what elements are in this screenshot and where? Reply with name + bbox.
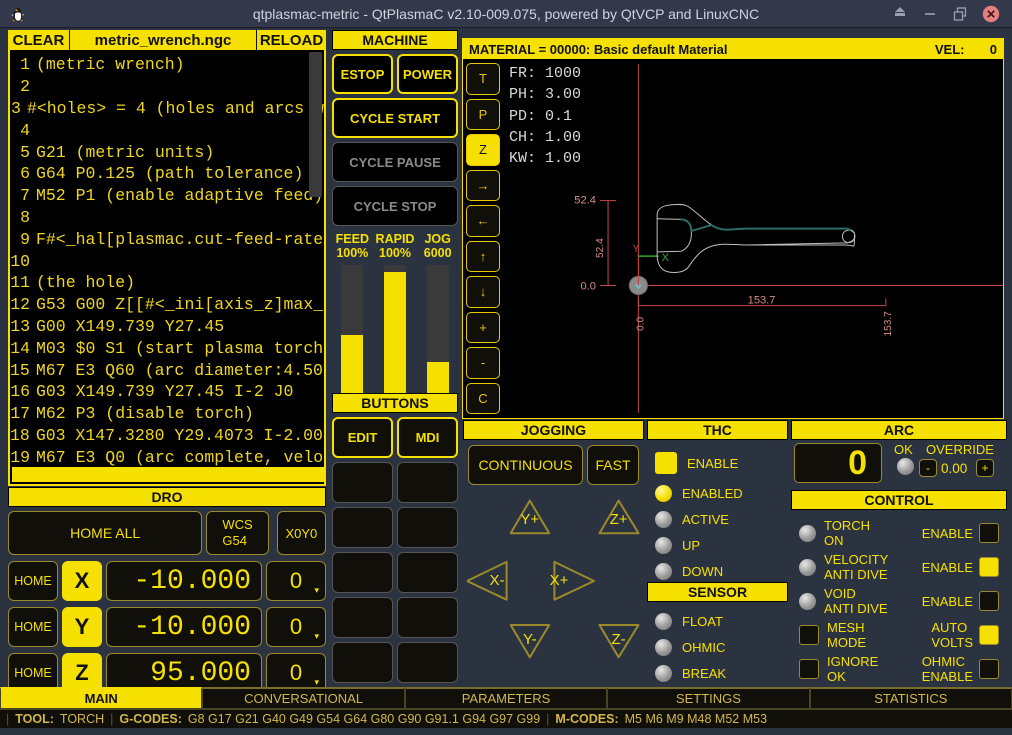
svg-text:52.4: 52.4 [595, 238, 606, 258]
svg-text:Y: Y [632, 243, 640, 255]
svg-text:153.7: 153.7 [748, 295, 776, 307]
svg-text:153.7: 153.7 [883, 311, 894, 337]
svg-text:Z+: Z+ [610, 511, 628, 528]
svg-text:Y+: Y+ [520, 511, 539, 528]
svg-text:0.0: 0.0 [580, 281, 595, 293]
svg-text:X+: X+ [550, 572, 569, 589]
svg-text:Y-: Y- [523, 631, 537, 648]
svg-text:Z-: Z- [612, 631, 626, 648]
svg-text:52.4: 52.4 [574, 195, 596, 207]
svg-text:X-: X- [490, 572, 505, 589]
svg-text:0.0: 0.0 [635, 316, 646, 330]
svg-text:X: X [662, 252, 670, 264]
